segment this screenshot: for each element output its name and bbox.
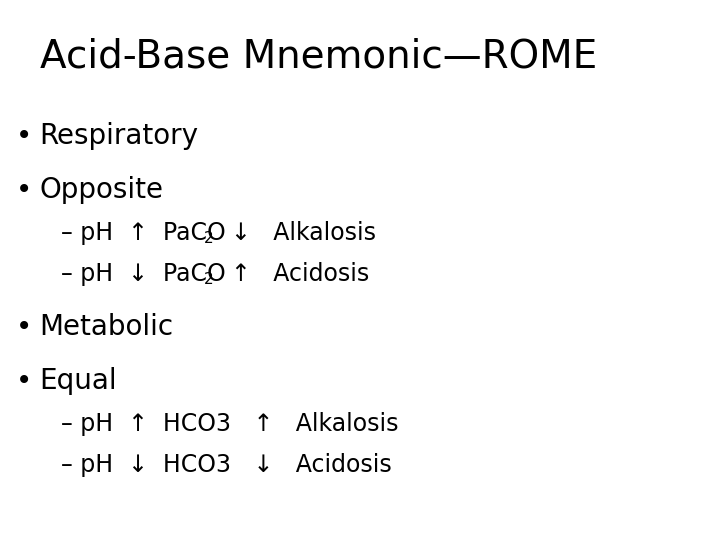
Text: •: • — [16, 176, 32, 204]
Text: •: • — [16, 367, 32, 395]
Text: Metabolic: Metabolic — [40, 313, 174, 341]
Text: – pH  ↓  PaCO: – pH ↓ PaCO — [61, 262, 226, 286]
Text: – pH  ↑  HCO3   ↑   Alkalosis: – pH ↑ HCO3 ↑ Alkalosis — [61, 412, 399, 436]
Text: 2: 2 — [204, 231, 213, 246]
Text: – pH  ↑  PaCO: – pH ↑ PaCO — [61, 221, 226, 245]
Text: – pH  ↓  HCO3   ↓   Acidosis: – pH ↓ HCO3 ↓ Acidosis — [61, 453, 392, 476]
Text: Acid-Base Mnemonic—ROME: Acid-Base Mnemonic—ROME — [40, 38, 597, 76]
Text: ↓   Alkalosis: ↓ Alkalosis — [216, 221, 376, 245]
Text: 2: 2 — [204, 272, 213, 287]
Text: •: • — [16, 122, 32, 150]
Text: Opposite: Opposite — [40, 176, 163, 204]
Text: Equal: Equal — [40, 367, 117, 395]
Text: •: • — [16, 313, 32, 341]
Text: ↑   Acidosis: ↑ Acidosis — [216, 262, 369, 286]
Text: Respiratory: Respiratory — [40, 122, 199, 150]
